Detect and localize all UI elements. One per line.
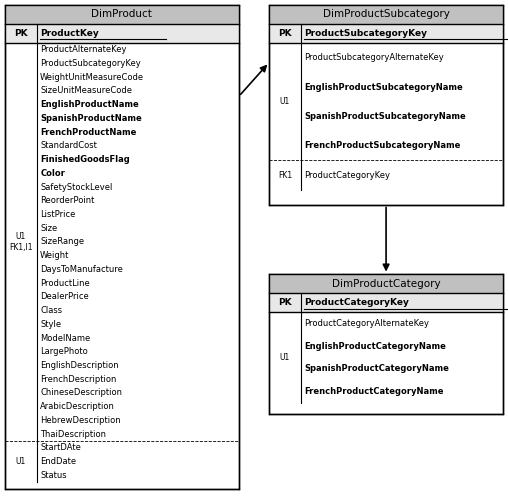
Text: DimProductSubcategory: DimProductSubcategory [323, 9, 450, 19]
Text: ProductSubcategoryAlternateKey: ProductSubcategoryAlternateKey [304, 53, 444, 62]
Text: SizeRange: SizeRange [40, 238, 84, 247]
Text: ProductLine: ProductLine [40, 278, 90, 287]
Bar [269, 293, 503, 312]
Text: Style: Style [40, 320, 61, 329]
Text: U1: U1 [280, 97, 290, 106]
Bar [269, 5, 503, 24]
Text: SpanishProductCategoryName: SpanishProductCategoryName [304, 364, 449, 373]
Text: Color: Color [40, 169, 65, 178]
Text: WeightUnitMeasureCode: WeightUnitMeasureCode [40, 73, 144, 82]
Text: EnglishProductCategoryName: EnglishProductCategoryName [304, 342, 446, 351]
Text: U1
FK1,I1: U1 FK1,I1 [9, 232, 33, 251]
Text: DaysToManufacture: DaysToManufacture [40, 265, 123, 274]
Text: DimProductCategory: DimProductCategory [332, 279, 440, 289]
Text: ModelName: ModelName [40, 333, 90, 342]
Text: SpanishProductName: SpanishProductName [40, 114, 142, 123]
Text: FrenchDescription: FrenchDescription [40, 375, 116, 384]
Text: ProductSubcategoryKey: ProductSubcategoryKey [304, 29, 427, 38]
Text: ProductAlternateKey: ProductAlternateKey [40, 45, 126, 54]
Text: PK: PK [278, 298, 292, 307]
Bar [5, 5, 239, 489]
Bar [269, 24, 503, 43]
Text: Status: Status [40, 471, 67, 480]
Bar [5, 5, 239, 24]
Text: FrenchProductCategoryName: FrenchProductCategoryName [304, 387, 444, 396]
Text: ThaiDescription: ThaiDescription [40, 430, 106, 439]
Text: PK: PK [14, 29, 27, 38]
Text: ProductSubcategoryKey: ProductSubcategoryKey [40, 59, 141, 68]
Text: ProductCategoryAlternateKey: ProductCategoryAlternateKey [304, 319, 429, 328]
Bar [269, 274, 503, 293]
Text: SizeUnitMeasureCode: SizeUnitMeasureCode [40, 86, 132, 95]
Text: HebrewDescription: HebrewDescription [40, 416, 121, 425]
Text: U1: U1 [16, 457, 26, 466]
Text: SafetyStockLevel: SafetyStockLevel [40, 183, 112, 192]
Text: DimProduct: DimProduct [91, 9, 152, 19]
Text: StartDAte: StartDAte [40, 443, 81, 452]
Bar [269, 5, 503, 205]
Text: FrenchProductName: FrenchProductName [40, 128, 137, 137]
Text: ProductCategoryKey: ProductCategoryKey [304, 171, 390, 180]
Text: SpanishProductSubcategoryName: SpanishProductSubcategoryName [304, 112, 466, 121]
Text: EnglishProductName: EnglishProductName [40, 100, 139, 109]
Text: ChineseDescription: ChineseDescription [40, 388, 122, 397]
Text: Weight: Weight [40, 251, 70, 260]
Text: FK1: FK1 [278, 171, 292, 180]
Text: Class: Class [40, 306, 62, 315]
Text: Size: Size [40, 224, 57, 233]
Text: ListPrice: ListPrice [40, 210, 76, 219]
Text: StandardCost: StandardCost [40, 141, 97, 150]
Text: DealerPrice: DealerPrice [40, 292, 89, 301]
Text: PK: PK [278, 29, 292, 38]
Bar [269, 274, 503, 414]
Text: LargePhoto: LargePhoto [40, 347, 88, 356]
Text: EnglishProductSubcategoryName: EnglishProductSubcategoryName [304, 82, 463, 91]
Text: ReorderPoint: ReorderPoint [40, 196, 94, 205]
Text: ProductKey: ProductKey [40, 29, 99, 38]
Text: ProductCategoryKey: ProductCategoryKey [304, 298, 409, 307]
Text: EnglishDescription: EnglishDescription [40, 361, 119, 370]
Bar [5, 24, 239, 43]
Text: ArabicDescription: ArabicDescription [40, 402, 115, 411]
Text: U1: U1 [280, 353, 290, 362]
Text: FrenchProductSubcategoryName: FrenchProductSubcategoryName [304, 141, 461, 150]
Text: EndDate: EndDate [40, 457, 76, 466]
Text: FinishedGoodsFlag: FinishedGoodsFlag [40, 155, 130, 164]
